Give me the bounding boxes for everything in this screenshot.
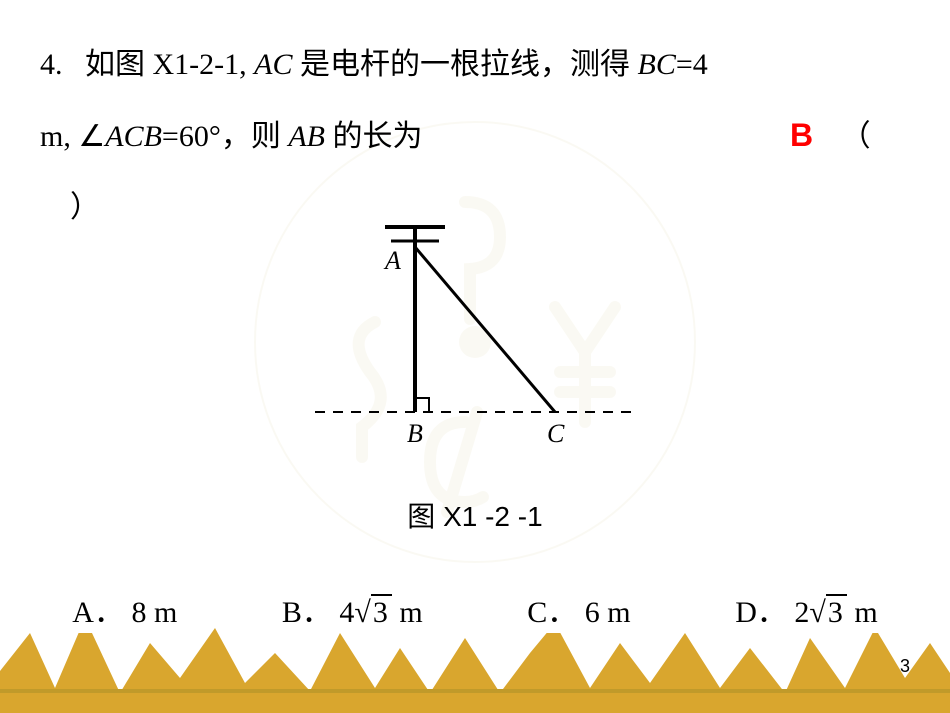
seg-bc: BC <box>638 48 676 81</box>
l2-start: m, <box>40 120 71 153</box>
txt-mid1: 是电杆的一根拉线，测得 <box>300 48 630 81</box>
question-number: 4. <box>40 48 63 81</box>
svg-text:B: B <box>407 419 423 448</box>
txt-end: 的长为 <box>333 120 423 153</box>
choice-b-unit: m <box>392 596 423 629</box>
bc-val: =4 <box>676 48 708 81</box>
diagram-wrap: A B C 图 X1 -2 -1 <box>40 222 910 549</box>
page-number: 3 <box>900 656 910 677</box>
triangle-diagram: A B C <box>295 222 655 452</box>
choice-c-value: 6 m <box>585 596 631 629</box>
question-line-1: 4. 如图 X1-2-1, AC 是电杆的一根拉线，测得 BC=4 <box>40 30 910 99</box>
svg-text:C: C <box>547 419 565 448</box>
angle-sym: ∠ <box>78 120 105 153</box>
choice-a: A． 8 m <box>62 585 187 633</box>
choice-d: D． 2√3 m <box>725 585 887 633</box>
txt-before: 如图 X1-2-1, <box>85 48 247 81</box>
choice-d-rad: 3 <box>826 594 847 629</box>
choice-b-prefix: B． <box>282 596 332 629</box>
choice-b-coef: 4 <box>339 596 354 629</box>
choice-b-rad: 3 <box>371 594 392 629</box>
question-line-2: m, ∠ACB=60°，则 AB 的长为 B （ <box>40 99 910 173</box>
angle-acb: ACB <box>105 120 162 153</box>
figure-caption: 图 X1 -2 -1 <box>40 485 910 549</box>
seg-ab: AB <box>288 120 325 153</box>
choice-a-prefix: A． <box>72 596 124 629</box>
question-content: 4. 如图 X1-2-1, AC 是电杆的一根拉线，测得 BC=4 m, ∠AC… <box>0 0 950 609</box>
choice-d-coef: 2 <box>794 596 809 629</box>
svg-text:A: A <box>383 246 401 275</box>
paren-close: ） <box>70 191 100 224</box>
choices-row: A． 8 m B． 4√3 m C． 6 m D． 2√3 m <box>0 585 950 633</box>
choice-c-prefix: C． <box>527 596 577 629</box>
choice-d-prefix: D． <box>735 596 787 629</box>
sqrt-d: √3 <box>809 596 846 630</box>
footer-line <box>0 689 950 693</box>
angle-val: =60°，则 <box>162 120 281 153</box>
seg-ac: AC <box>254 48 292 81</box>
paren-open: （ <box>841 120 871 153</box>
choice-a-value: 8 m <box>131 596 177 629</box>
choice-c: C． 6 m <box>517 585 640 633</box>
sqrt-b: √3 <box>354 596 391 630</box>
choice-b: B． 4√3 m <box>272 585 433 633</box>
choice-d-unit: m <box>847 596 878 629</box>
answer-letter: B <box>790 117 813 153</box>
